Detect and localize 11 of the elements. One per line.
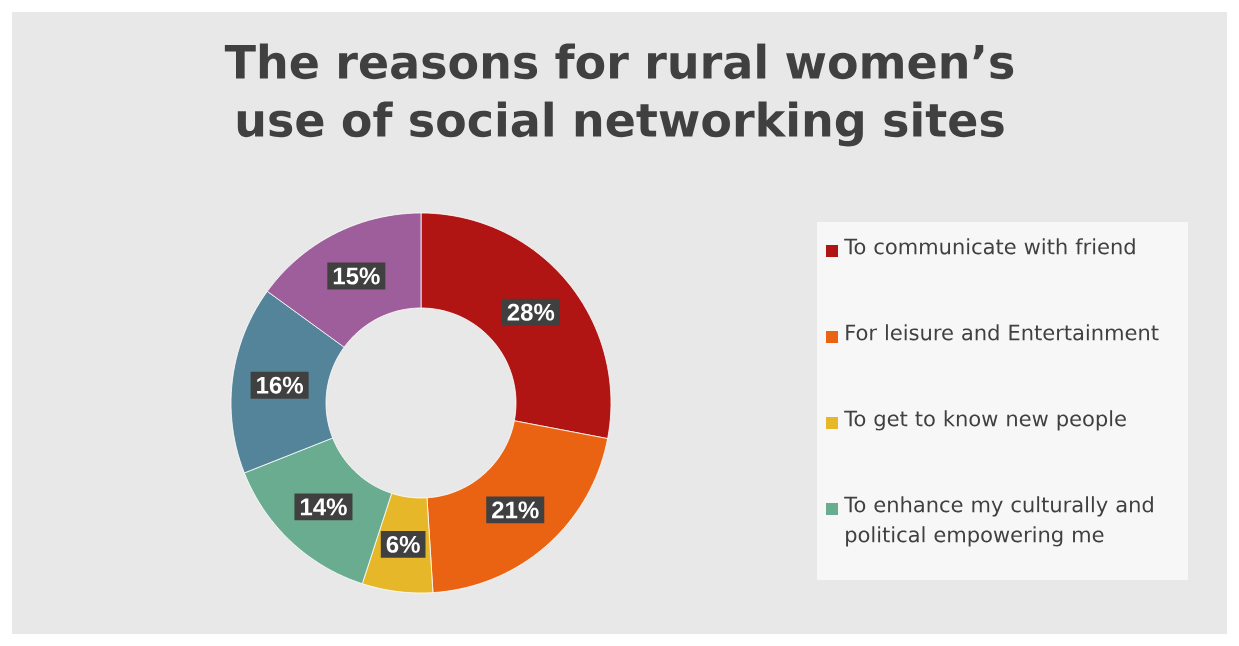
data-label: 15% (333, 267, 380, 285)
data-label: 28% (507, 303, 555, 321)
data-label: 6% (386, 535, 420, 553)
data-label: 16% (257, 376, 303, 394)
legend-label: To enhance my culturally and political empowering me (844, 496, 1153, 547)
legend-label: To communicate with friend (844, 238, 1135, 255)
legend-label: For leisure and Entertainment (846, 324, 1159, 341)
data-label: 14% (300, 498, 347, 516)
data-label: 21% (492, 501, 539, 519)
legend-label: To get to know new people (844, 410, 1126, 431)
chart-title: The reasons for rural women’s use of social networking sites (224, 43, 1014, 147)
